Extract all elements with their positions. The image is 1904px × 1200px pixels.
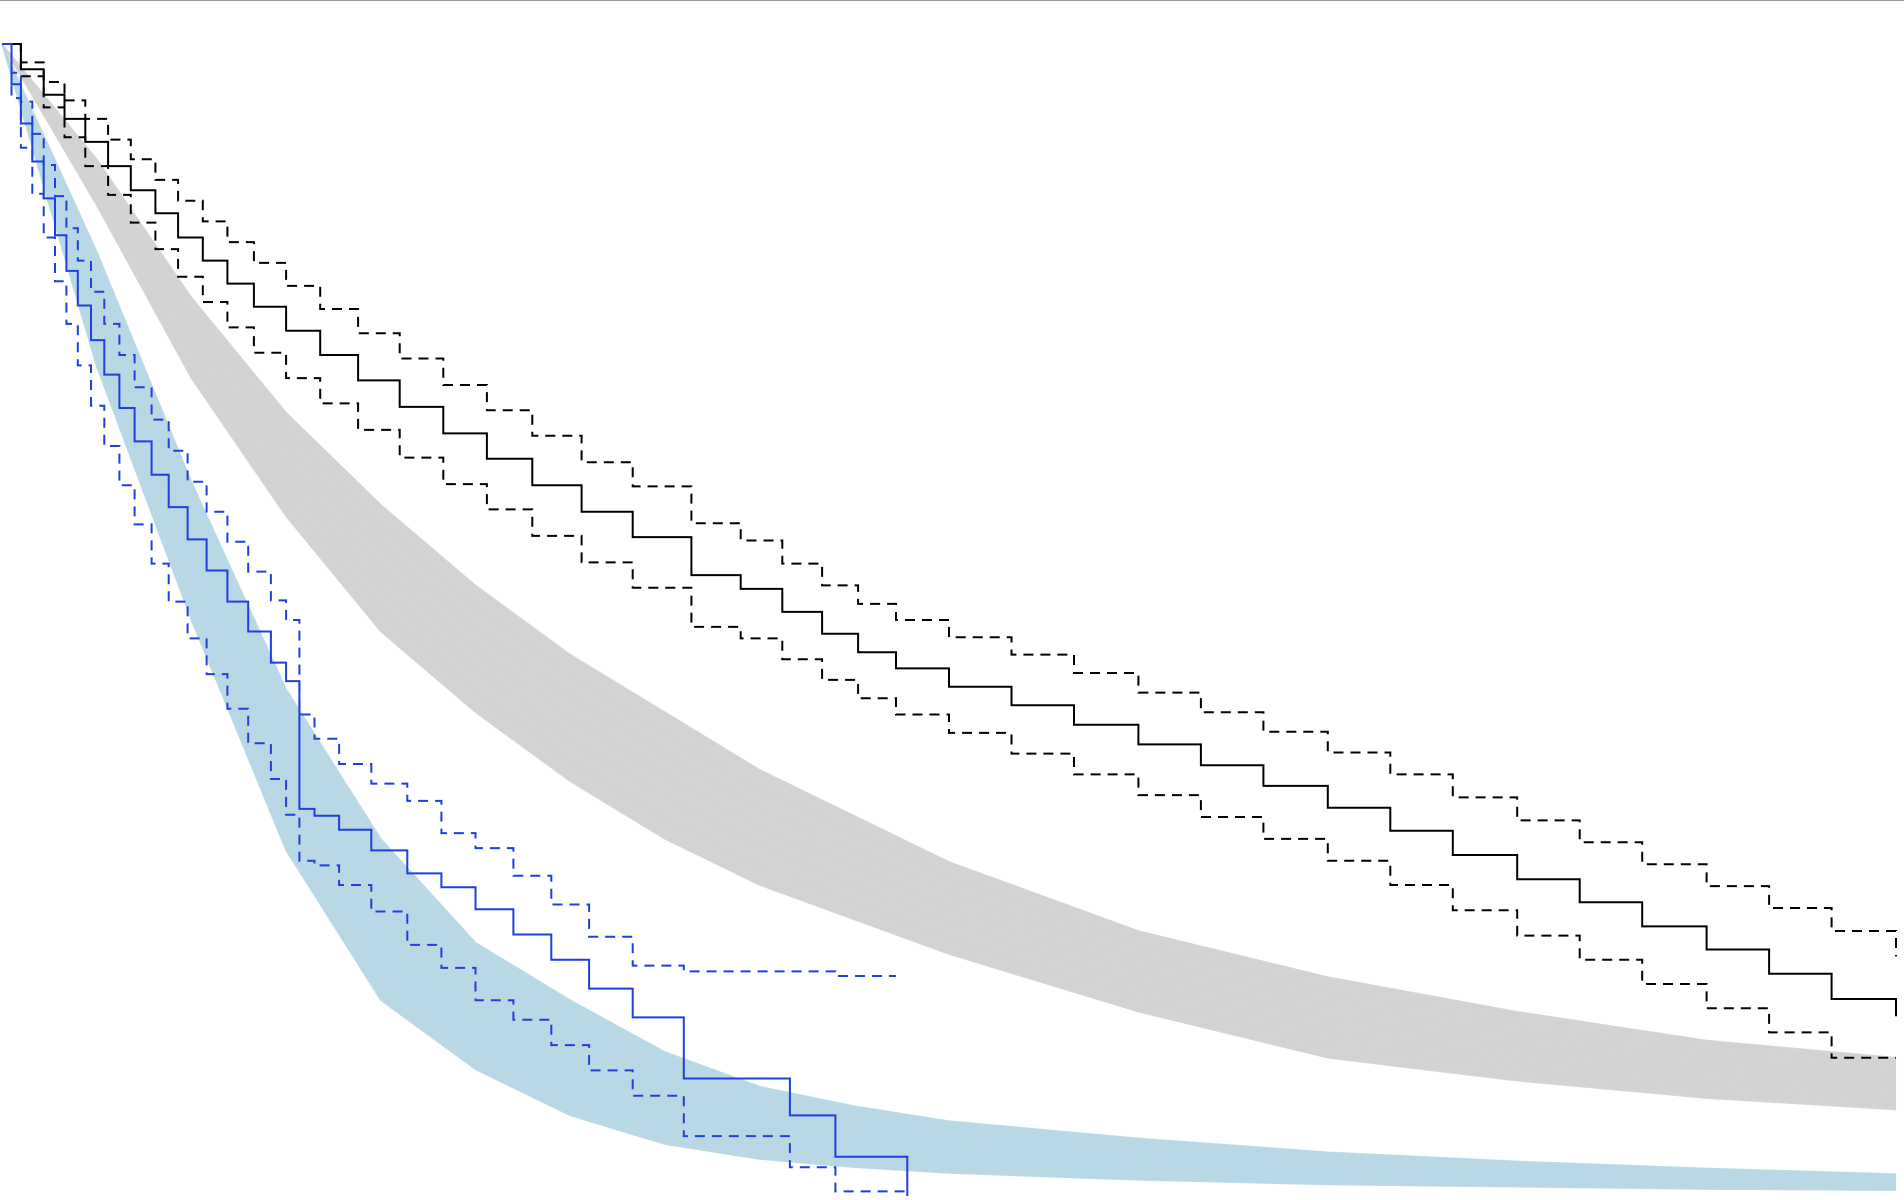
- simulated-curve-0-2: [1, 43, 1897, 1186]
- simulated-curve-1-0: [1, 43, 1897, 1111]
- simulated-curve-0-3: [1, 43, 1897, 1183]
- simulated-curve-1-3: [1, 43, 1897, 1085]
- simulated-curve-0-1: [1, 43, 1897, 1189]
- simulated-curve-0-0: [1, 43, 1897, 1191]
- simulated-curve-1-1: [1, 43, 1897, 1102]
- simulated-curve-0-5: [1, 43, 1897, 1178]
- simulated-curve-1-2: [1, 43, 1897, 1094]
- series-line-2-lower-bound: [2, 43, 1896, 1059]
- simulated-curve-0-6: [1, 43, 1897, 1175]
- simulated-curve-0-4: [1, 43, 1897, 1181]
- series-line-0-estimate: [2, 43, 1897, 1017]
- series-line-4-upper-bound: [2, 43, 896, 977]
- series-line-3-estimate: [2, 43, 909, 1196]
- simulated-band-1: [2, 44, 1896, 1110]
- simulated-curve-1-4: [1, 43, 1897, 1076]
- top-border: [0, 0, 1904, 1]
- simulated-curve-1-6: [1, 43, 1897, 1059]
- series-line-1-upper-bound: [2, 43, 1897, 957]
- simulated-curve-1-5: [1, 43, 1897, 1068]
- series-line-5-lower-bound: [2, 43, 909, 1196]
